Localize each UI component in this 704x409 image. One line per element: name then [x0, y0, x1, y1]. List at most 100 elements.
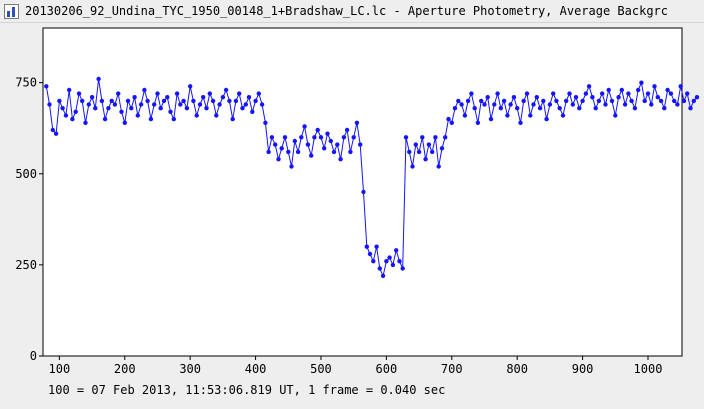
data-point	[106, 106, 111, 111]
data-point	[129, 106, 134, 111]
data-point	[452, 106, 458, 111]
plot-frame	[42, 27, 683, 357]
data-point	[619, 87, 624, 93]
series-lightcurve	[44, 76, 700, 278]
data-point	[678, 84, 683, 89]
data-point	[181, 98, 186, 104]
data-point	[456, 98, 461, 104]
data-point	[482, 102, 487, 107]
data-point	[338, 157, 343, 162]
data-point	[488, 116, 494, 122]
data-point	[60, 106, 65, 111]
data-point	[188, 84, 193, 89]
data-point	[315, 127, 320, 133]
data-point	[694, 95, 700, 100]
data-point	[600, 91, 605, 96]
data-point	[269, 135, 275, 140]
data-point	[603, 102, 608, 107]
x-tick-label: 400	[245, 362, 267, 376]
data-point	[384, 259, 389, 264]
data-point	[299, 135, 304, 140]
data-point	[354, 120, 360, 126]
data-point	[168, 109, 173, 115]
data-point	[636, 87, 641, 93]
data-point	[57, 98, 62, 104]
data-point	[63, 113, 69, 118]
data-point	[253, 98, 258, 104]
data-point	[665, 87, 670, 93]
light-curve-app-icon	[4, 3, 19, 19]
x-tick-label: 500	[310, 362, 332, 376]
data-point	[394, 248, 399, 253]
data-point	[560, 113, 566, 118]
plot-axes	[39, 27, 683, 360]
data-point	[341, 135, 347, 140]
data-point	[256, 91, 261, 96]
data-point	[322, 146, 327, 151]
data-point	[672, 98, 677, 104]
data-point	[119, 109, 124, 115]
data-point	[243, 102, 248, 107]
data-point	[554, 98, 559, 104]
data-point	[420, 135, 425, 140]
data-point	[273, 142, 278, 147]
data-point	[616, 95, 621, 100]
data-point	[547, 102, 553, 107]
data-point	[184, 106, 190, 111]
data-point	[367, 251, 373, 257]
data-point	[207, 91, 212, 96]
data-point	[361, 189, 366, 195]
x-tick-label: 900	[572, 362, 594, 376]
x-tick-label: 1000	[634, 362, 663, 376]
data-point	[573, 95, 579, 100]
data-point	[286, 149, 291, 155]
data-point	[380, 273, 386, 278]
data-point	[344, 127, 350, 133]
window-titlebar[interactable]: 20130206_92_Undina_TYC_1950_00148_1+Brad…	[0, 0, 704, 23]
data-point	[145, 98, 150, 104]
x-tick-label: 300	[179, 362, 201, 376]
data-point	[606, 87, 611, 93]
data-point	[201, 95, 206, 100]
data-point	[210, 98, 216, 104]
data-point	[645, 91, 651, 96]
data-point	[53, 131, 59, 136]
light-curve-plot: 100 200 300 400 500 600 700 800 900 1000 0 250 500 75…	[15, 27, 700, 376]
data-point	[358, 142, 363, 147]
data-point	[501, 98, 507, 104]
data-point	[570, 102, 575, 107]
data-point	[155, 91, 160, 96]
data-point	[328, 138, 333, 144]
data-point	[331, 149, 337, 155]
y-tick-label: 750	[15, 76, 37, 90]
data-point	[632, 106, 638, 111]
data-point	[102, 116, 108, 122]
x-tick-label: 700	[441, 362, 463, 376]
data-point	[449, 120, 454, 126]
data-point	[116, 91, 121, 96]
data-point	[371, 259, 376, 264]
data-point	[505, 113, 510, 118]
data-point	[583, 91, 589, 96]
data-point	[99, 98, 105, 104]
data-point	[325, 131, 330, 136]
data-point	[67, 87, 72, 93]
data-point	[590, 95, 595, 100]
data-point	[407, 149, 412, 155]
data-point	[138, 102, 144, 107]
window-title: 20130206_92_Undina_TYC_1950_00148_1+Brad…	[25, 4, 668, 18]
data-point	[292, 138, 297, 144]
data-point	[374, 244, 379, 249]
data-point	[443, 135, 448, 140]
data-point	[44, 84, 49, 89]
data-point	[622, 102, 628, 107]
data-point	[495, 91, 500, 96]
data-point	[165, 95, 170, 100]
data-point	[586, 84, 592, 89]
data-point	[485, 95, 490, 100]
data-point	[685, 91, 690, 96]
data-point	[593, 106, 598, 111]
y-tick-label: 250	[15, 258, 37, 272]
data-point	[125, 98, 131, 104]
data-point	[220, 95, 226, 100]
